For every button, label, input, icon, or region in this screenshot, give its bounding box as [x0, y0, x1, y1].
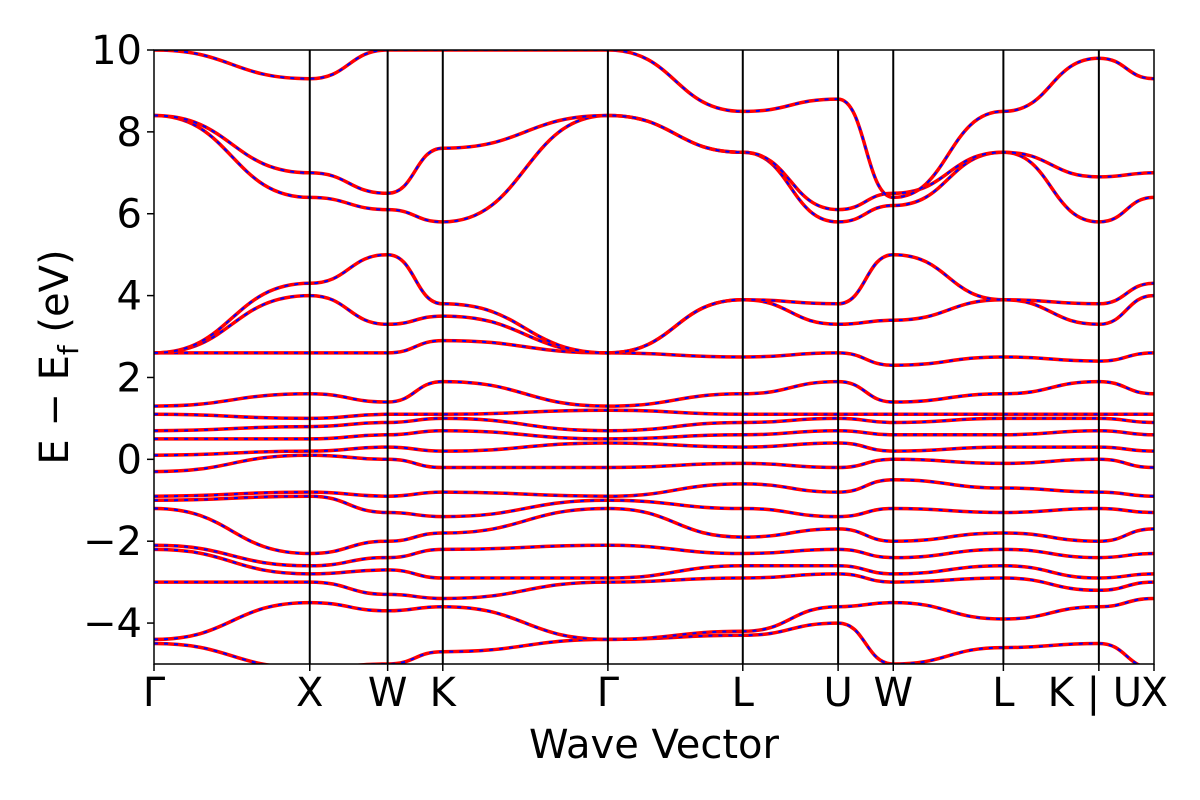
y-axis-title-sub: f — [52, 344, 85, 355]
band-spin-up-0 — [154, 621, 1142, 664]
band-spin-up-14 — [154, 338, 1154, 367]
x-axis-title: Wave Vector — [529, 722, 780, 768]
x-tick-label-4: Γ — [597, 670, 620, 716]
band-spin-down-8 — [154, 454, 1154, 473]
y-tick-label-5: 6 — [117, 192, 142, 238]
band-spin-down-4 — [154, 544, 1154, 567]
y-axis-title: E − Ef (eV) — [32, 249, 85, 464]
band-spin-down-3 — [154, 548, 1154, 580]
y-axis-title-main: E − E — [32, 355, 78, 465]
x-tick-label-0: Γ — [143, 670, 166, 716]
x-tick-label-7: W — [873, 670, 913, 716]
band-spin-down-11 — [154, 417, 1154, 432]
band-spin-down-19 — [154, 50, 1154, 199]
y-axis-title-unit: (eV) — [32, 249, 78, 345]
band-spin-down-16 — [154, 253, 1154, 354]
band-spin-up-6 — [154, 494, 1154, 519]
band-spin-down-13 — [154, 380, 1154, 408]
x-tick-label-1: X — [296, 670, 323, 716]
band-spin-up-2 — [154, 572, 1154, 601]
x-tick-label-6: U — [823, 670, 852, 716]
y-tick-label-2: 0 — [117, 437, 142, 483]
band-spin-down-10 — [154, 429, 1154, 440]
band-spin-down-9 — [154, 441, 1154, 457]
band-spin-down-12 — [154, 409, 1154, 420]
x-tick-label-2: W — [368, 670, 408, 716]
y-tick-label-1: −2 — [83, 519, 142, 565]
x-tick-label-5: L — [732, 670, 755, 716]
x-tick-label-8: L — [992, 670, 1015, 716]
y-tick-label-6: 8 — [117, 110, 142, 156]
band-spin-down-1 — [154, 597, 1154, 641]
x-tick-label-9: K | U — [1048, 670, 1142, 716]
y-axis-ticks: −4 −2 0 2 4 6 8 10 — [83, 28, 154, 647]
bands-layer — [154, 50, 1154, 664]
high-symmetry-lines — [308, 50, 1100, 664]
y-tick-label-4: 4 — [117, 274, 142, 320]
x-tick-label-10: X — [1141, 670, 1168, 716]
y-tick-label-3: 2 — [117, 355, 142, 401]
y-tick-label-7: 10 — [91, 28, 142, 74]
plot-frame — [153, 49, 1155, 665]
x-tick-label-3: K — [430, 670, 458, 716]
band-spin-down-5 — [154, 507, 1154, 555]
band-spin-down-17 — [154, 114, 1154, 223]
svg-text:E − Ef (eV): E − Ef (eV) — [32, 249, 85, 464]
y-tick-label-0: −4 — [83, 601, 142, 647]
